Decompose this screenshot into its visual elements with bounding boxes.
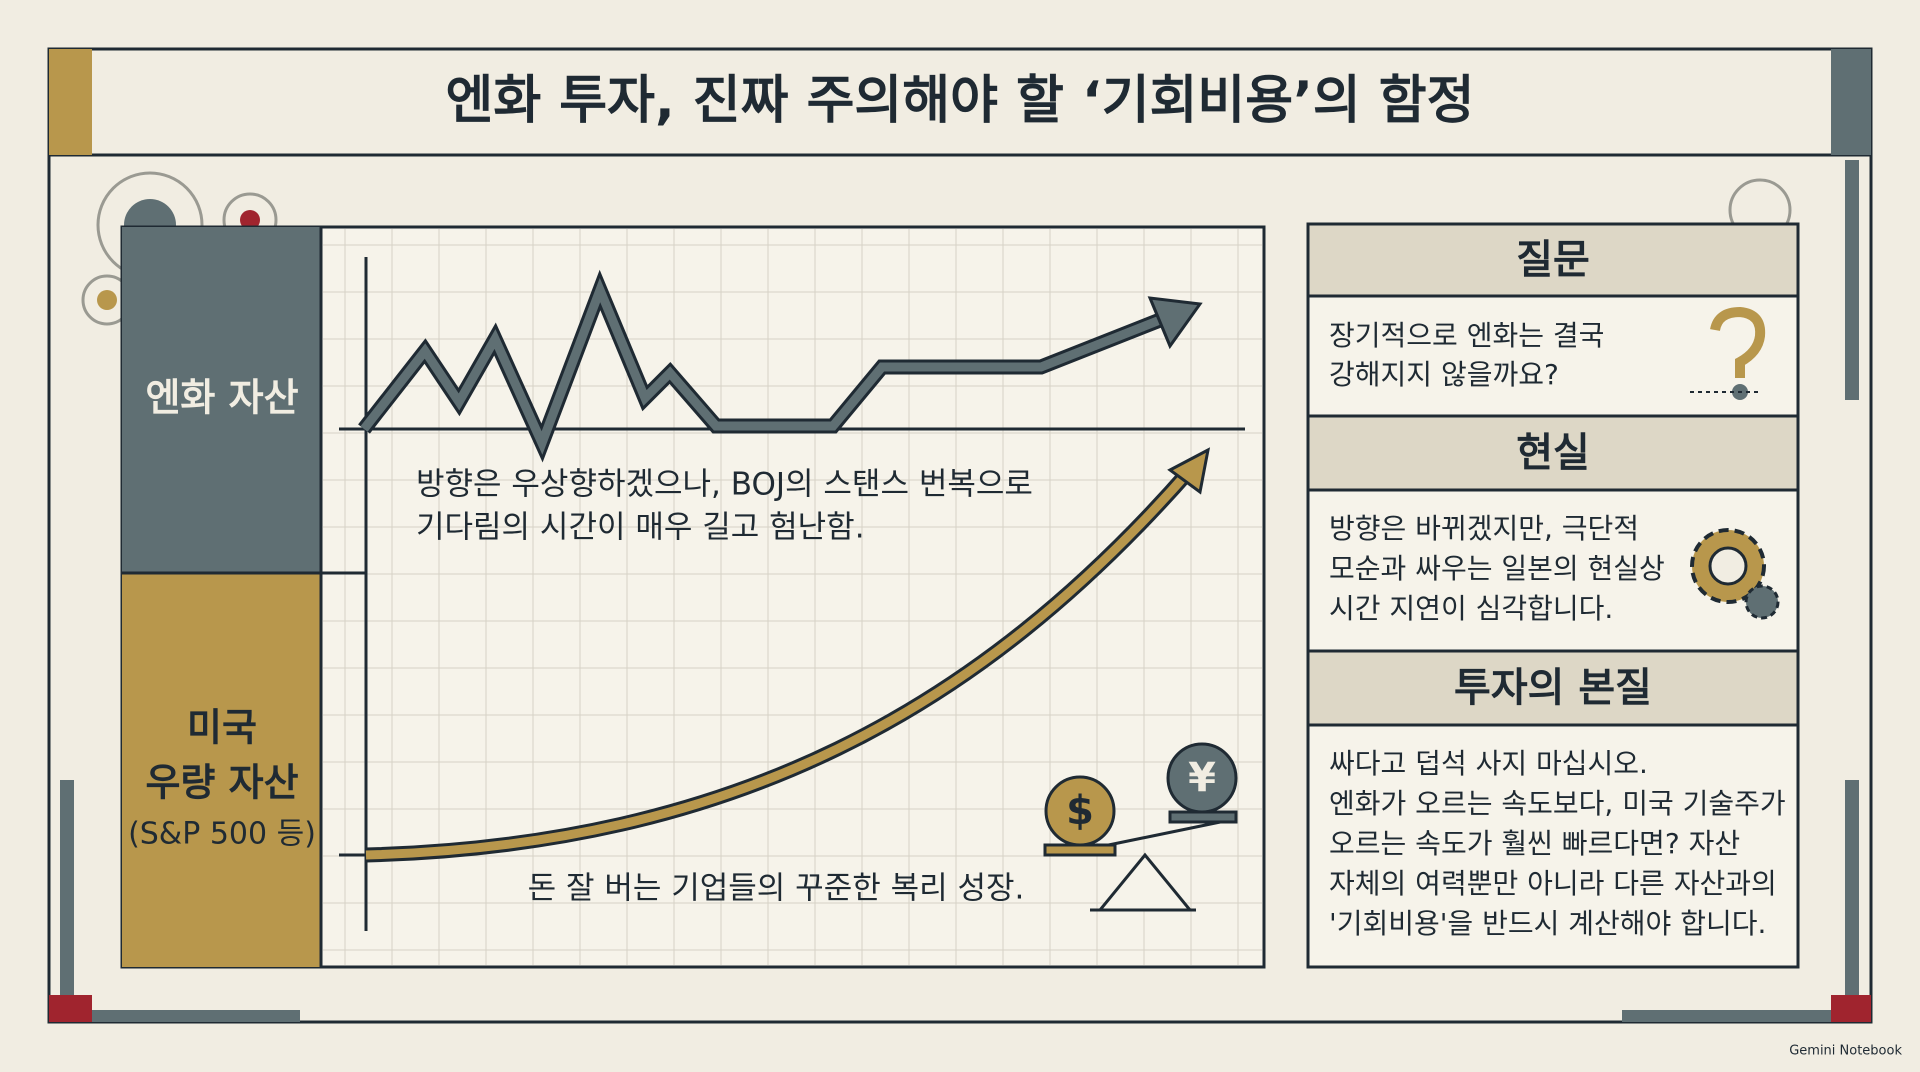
panel-header <box>1306 414 1800 492</box>
question-icon <box>1690 306 1766 400</box>
panel-text: 방향은 바뀌겠지만, 극단적 <box>1329 512 1639 545</box>
frame <box>47 47 1873 1024</box>
panel-heading: 현실 <box>1516 430 1590 476</box>
arrow-head <box>1147 296 1203 350</box>
row-label: 미국 <box>187 706 257 750</box>
panel-text: 싸다고 덥석 사지 마십시오. <box>1329 747 1648 780</box>
row-label-box <box>122 573 321 967</box>
panel-heading: 투자의 본질 <box>1454 665 1652 711</box>
corner-block <box>49 49 92 155</box>
arrow-head <box>1167 447 1211 495</box>
row-label-box <box>122 227 321 573</box>
panel-heading: 질문 <box>1516 237 1590 283</box>
panel-text: '기회비용'을 반드시 계산해야 합니다. <box>1329 907 1766 940</box>
panel-text: 모순과 싸우는 일본의 현실상 <box>1329 552 1665 585</box>
panel-text: 장기적으로 엔화는 결국 <box>1329 319 1604 352</box>
gear-icon <box>1690 528 1780 620</box>
annotation: 방향은 우상향하겠으나, BOJ의 스탠스 번복으로 <box>416 467 1033 503</box>
panel-text: 자체의 여력뿐만 아니라 다른 자산과의 <box>1329 867 1777 900</box>
corner-block <box>1831 49 1871 155</box>
side-bar <box>60 780 74 995</box>
panel-text: 엔화가 오르는 속도보다, 미국 기술주가 <box>1329 787 1786 820</box>
corner-block <box>1622 1010 1831 1022</box>
us-line <box>365 467 1194 860</box>
side-bar <box>1845 160 1859 400</box>
side-bar <box>1845 780 1859 995</box>
row-label: 엔화 자산 <box>145 376 298 420</box>
currency-symbol: $ <box>1066 788 1094 834</box>
panel-header <box>1306 222 1800 298</box>
row-label: 우량 자산 <box>145 761 298 805</box>
row-label: (S&P 500 등) <box>128 817 316 852</box>
panel-text: 강해지지 않을까요? <box>1329 358 1559 391</box>
annotation: 돈 잘 버는 기업들의 꾸준한 복리 성장. <box>528 871 1025 907</box>
corner-block <box>49 995 92 1022</box>
corner-block <box>92 1010 300 1022</box>
yen-line <box>360 277 1162 455</box>
watermark: Gemini Notebook <box>1789 1044 1902 1059</box>
panel-text: 시간 지연이 심각합니다. <box>1329 592 1613 625</box>
panel-text: 오르는 속도가 훨씬 빠르다면? 자산 <box>1329 827 1740 860</box>
annotation: 기다림의 시간이 매우 길고 험난함. <box>416 510 865 546</box>
scale-icon <box>1043 742 1238 912</box>
corner-block <box>1831 995 1871 1022</box>
title: 엔화 투자, 진짜 주의해야 할 ‘기회비용’의 함정 <box>445 71 1474 131</box>
currency-symbol: ¥ <box>1188 755 1216 801</box>
panel-header <box>1306 649 1800 727</box>
grid <box>323 229 1262 965</box>
